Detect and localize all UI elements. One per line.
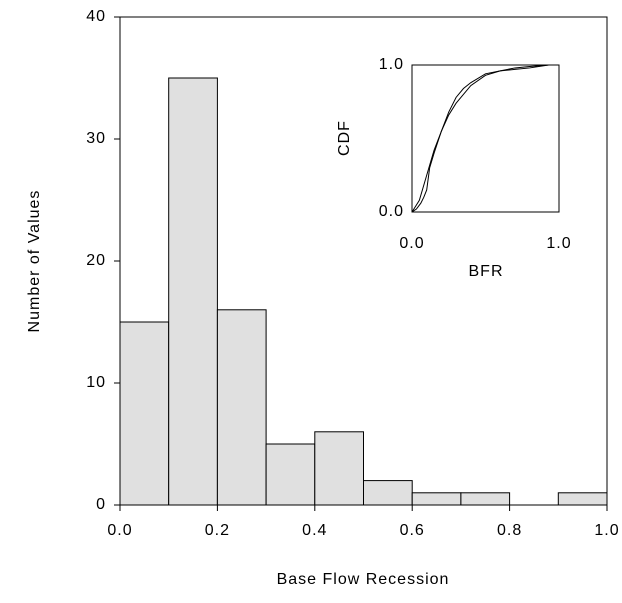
y-tick-label: 40 <box>86 8 106 25</box>
inset-y-label: CDF <box>336 120 353 156</box>
x-tick-label: 0.6 <box>400 522 425 539</box>
x-tick-label: 1.0 <box>594 522 619 539</box>
bar <box>168 77 218 506</box>
x-axis-label: Base Flow Recession <box>277 571 450 588</box>
y-tick-label: 0 <box>96 496 106 513</box>
x-tick-label: 1.0 <box>546 235 571 252</box>
bar <box>363 480 413 506</box>
x-tick-label: 0.2 <box>205 522 230 539</box>
bar <box>119 321 170 506</box>
bar <box>314 431 364 506</box>
bar <box>411 492 462 506</box>
y-tick-label: 20 <box>86 252 106 269</box>
bar <box>216 309 267 506</box>
y-tick-label: 1.0 <box>379 56 404 73</box>
x-tick-label: 0.8 <box>497 522 522 539</box>
y-tick-label: 10 <box>86 374 106 391</box>
cdf-line <box>411 64 549 213</box>
inset-x-label: BFR <box>469 263 504 280</box>
x-tick-label: 0.0 <box>107 522 132 539</box>
y-tick-label: 30 <box>86 130 106 147</box>
inset-frame <box>411 64 560 213</box>
x-tick-label: 0.0 <box>399 235 424 252</box>
plot-frame <box>119 16 608 506</box>
bar <box>265 443 316 506</box>
y-axis-label: Number of Values <box>26 190 43 333</box>
bar <box>557 492 608 506</box>
x-tick-label: 0.4 <box>302 522 327 539</box>
y-tick-label: 0.0 <box>379 203 404 220</box>
bar <box>460 492 511 506</box>
